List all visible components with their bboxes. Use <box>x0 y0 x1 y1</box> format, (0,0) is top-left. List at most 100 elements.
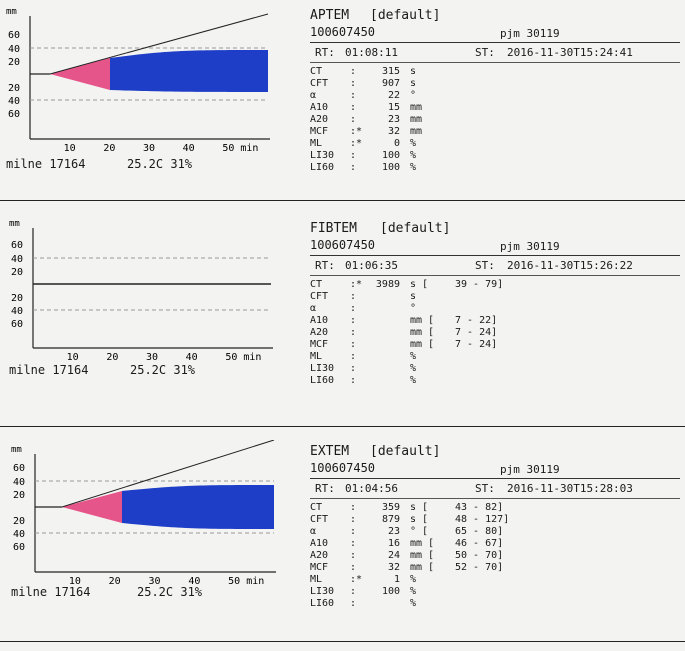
st-label: ST: <box>475 482 495 495</box>
reference-range: 7 - 22] <box>455 315 498 326</box>
start-time: 2016-11-30T15:24:41 <box>507 46 633 59</box>
report-rule <box>310 62 680 63</box>
y-tick-label: 60 <box>13 463 25 474</box>
unit: % <box>410 363 417 374</box>
sample-id: milne 17164 <box>11 585 91 599</box>
colon: : <box>350 315 357 326</box>
x-tick-label: 50 min <box>225 352 261 363</box>
mm-label: mm <box>11 445 22 455</box>
x-tick-label: 50 min <box>228 576 264 587</box>
y-tick-label: 60 <box>11 240 23 251</box>
operator-id: pjm 30119 <box>500 27 560 40</box>
parameter-value: 100 <box>381 162 400 173</box>
unit: s <box>410 78 417 89</box>
y-tick-label: 20 <box>13 516 25 527</box>
parameter-name: LI30 <box>310 150 335 161</box>
colon: : <box>350 538 357 549</box>
parameter-name: α <box>310 526 317 537</box>
parameter-name: LI30 <box>310 586 335 597</box>
sample-id: milne 17164 <box>6 157 86 171</box>
temperature: 25.2C 31% <box>130 363 196 377</box>
parameter-value: 315 <box>381 66 400 77</box>
parameter-value: 879 <box>381 514 400 525</box>
unit: mm [ <box>410 550 435 561</box>
parameter-name: CFT <box>310 291 329 302</box>
y-tick-label: 60 <box>13 542 25 553</box>
colon: : <box>350 327 357 338</box>
parameter-value: 0 <box>393 138 400 149</box>
parameter-name: MCF <box>310 339 329 350</box>
start-time: 2016-11-30T15:26:22 <box>507 259 633 272</box>
x-tick-label: 30 <box>146 352 158 363</box>
parameter-name: LI30 <box>310 363 335 374</box>
report-rule <box>310 42 680 43</box>
y-tick-label: 20 <box>11 267 23 278</box>
aptem-graph: mm 60 40 20 20 40 60 10 20 30 40 50 min <box>6 7 270 154</box>
unit: mm [ <box>410 562 435 573</box>
start-time: 2016-11-30T15:28:03 <box>507 482 633 495</box>
y-tick-label: 60 <box>11 319 23 330</box>
parameter-name: A10 <box>310 315 329 326</box>
mm-label: mm <box>6 7 17 17</box>
parameter-name: A20 <box>310 114 329 125</box>
separator-top <box>0 200 685 201</box>
y-tick-label: 40 <box>13 529 25 540</box>
y-tick-label: 20 <box>8 57 20 68</box>
y-tick-label: 60 <box>8 109 20 120</box>
parameter-name: CT <box>310 502 323 513</box>
unit: % <box>410 574 417 585</box>
reference-range: 7 - 24] <box>455 339 498 350</box>
x-tick-label: 20 <box>106 352 118 363</box>
colon: : <box>350 66 357 77</box>
parameter-value: 23 <box>387 526 400 537</box>
unit: ° <box>410 303 417 314</box>
x-tick-label: 20 <box>109 576 121 587</box>
report-rule <box>310 478 680 479</box>
x-tick-label: 40 <box>183 143 195 154</box>
colon: : <box>350 303 357 314</box>
reference-range: 39 - 79] <box>455 279 504 290</box>
separator-middle <box>0 426 685 427</box>
colon: : <box>350 90 357 101</box>
parameter-value: 1 <box>393 574 400 585</box>
parameter-name: α <box>310 90 317 101</box>
x-tick-label: 10 <box>69 576 81 587</box>
colon: : <box>350 526 357 537</box>
test-title: APTEM <box>310 8 350 23</box>
parameter-name: ML <box>310 351 323 362</box>
clot-amplitude-blue <box>110 50 268 92</box>
x-tick-label: 40 <box>186 352 198 363</box>
test-title: FIBTEM <box>310 221 357 236</box>
parameter-name: LI60 <box>310 598 335 609</box>
unit: s [ <box>410 279 429 290</box>
extem-graph: mm 60 40 20 20 40 60 10 20 30 40 50 min <box>11 440 276 587</box>
reference-range: 65 - 80] <box>455 526 504 537</box>
run-time: 01:04:56 <box>345 482 398 495</box>
parameter-value: 32 <box>387 126 400 137</box>
reference-range: 7 - 24] <box>455 327 498 338</box>
colon: :* <box>350 138 363 149</box>
colon: : <box>350 162 357 173</box>
alpha-angle-line <box>49 13 269 75</box>
separator-bottom <box>0 641 685 642</box>
parameter-name: CFT <box>310 514 329 525</box>
unit: mm [ <box>410 327 435 338</box>
parameter-name: ML <box>310 138 323 149</box>
temperature: 25.2C 31% <box>137 585 203 599</box>
parameter-name: CT <box>310 66 323 77</box>
parameter-value: 359 <box>381 502 400 513</box>
colon: : <box>350 102 357 113</box>
clot-formation-pink <box>50 58 110 90</box>
colon: :* <box>350 279 363 290</box>
panel-extem: mm 60 40 20 20 40 60 10 20 30 40 50 min milne 17164 2… <box>0 440 685 650</box>
default-tag: [default] <box>370 444 441 459</box>
unit: % <box>410 375 417 386</box>
unit: % <box>410 150 417 161</box>
parameter-name: CFT <box>310 78 329 89</box>
parameter-value: 100 <box>381 586 400 597</box>
patient-id: 100607450 <box>310 25 376 39</box>
y-tick-label: 40 <box>11 306 23 317</box>
parameter-value: 24 <box>387 550 400 561</box>
y-tick-label: 60 <box>8 30 20 41</box>
colon: : <box>350 502 357 513</box>
